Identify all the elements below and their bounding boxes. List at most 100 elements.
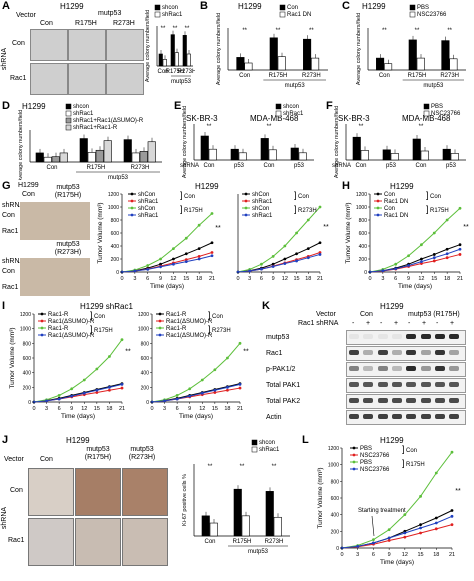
x-tick-label: 12 [402,552,408,558]
bar [95,149,104,163]
x-tick-label: 21 [317,276,323,282]
bar [360,150,369,161]
data-point [95,391,99,394]
legend-marker [352,453,356,457]
data-point [159,257,162,261]
col-r273h: mutp53 (R273H) [128,446,156,461]
data-point [295,252,298,256]
x-tick-label: 6 [58,406,61,412]
legend-entry: PBS [431,104,443,110]
y-tick-label: 1000 [20,327,31,333]
legend-swatch [423,110,430,117]
significance-mark: ** [415,28,420,34]
data-point [184,252,188,256]
shrna-mark: - [352,320,355,327]
significance-mark: ** [240,464,245,470]
legend-group-label: R175H [94,328,113,334]
chart-c: Con R175H R273H mutp53 Average colony number… [356,4,466,89]
legend-group-label: Con [184,194,195,200]
subtitle: SK-BR-3 [186,114,218,123]
x-tick-label: Con [46,165,57,171]
y-tick-label: 600 [23,356,32,362]
annotation-arrow [371,515,375,537]
legend-marker [130,192,134,196]
legend-swatch [409,11,416,18]
legend-swatch [65,117,72,124]
legend-group-label: R175H [406,462,425,468]
chart-g: 0 3 6 9 12 15 18 21 0 200 400 600 800 1000 1200 Time (d… [97,190,329,290]
legend-entry: Rac1 DN [384,199,408,205]
legend-entry: NSC23766 [417,12,447,18]
x-tick-label: 0 [340,552,343,558]
legend-group-label: Con [212,314,223,320]
blot-band [449,366,460,371]
legend-bracket: ] [180,190,183,200]
row-rac1: Rac1 [10,75,27,82]
legend-entry: Rac1-R [166,326,187,332]
legend-marker [40,319,44,323]
y-axis-label: Tumor Volume (mm³) [317,467,324,528]
legend-bracket: ] [90,310,93,320]
data-point [420,257,423,261]
blot-band [363,334,374,339]
legend-entry: shRac1 [138,199,159,205]
panel-l: L H1299 0 3 6 9 12 15 18 21 0 200 400 600 800 1000 120… [300,432,474,581]
data-point [434,521,438,525]
bar [233,488,242,537]
x-tick-label: R273H [178,69,195,75]
significance-mark: ** [161,26,166,32]
data-point [238,341,242,345]
legend-entry: shCon [138,192,155,198]
bar [174,52,179,67]
y-tick-label: 600 [141,356,150,362]
blot-band [391,414,402,419]
bar [238,152,247,161]
significance-mark: ** [215,225,221,232]
panel-label: L [302,434,309,446]
data-point [419,526,422,530]
data-point [407,254,410,258]
chart-l: 0 3 6 9 12 15 18 21 0 200 400 600 800 1000 1200 Time (d… [317,444,461,566]
data-point [120,338,124,342]
panel-label: A [2,0,10,12]
row-rac1: Rac1 [8,537,25,544]
data-point [82,378,86,382]
bar [236,57,245,71]
data-point [271,262,275,266]
data-point [213,368,217,372]
legend-marker [352,460,356,464]
legend-marker [376,199,380,203]
data-point [213,388,217,392]
legend-swatch [423,103,430,110]
significance-mark: ** [276,28,281,34]
series-line [33,383,123,403]
panel-label: I [2,300,6,312]
shrna-mark: + [394,320,399,327]
x-tick-label: 6 [146,276,149,282]
legend-entry: shRac1 [73,111,94,117]
legend-entry: shcon [259,440,275,446]
y-tick-label: 0 [336,546,339,552]
legend-marker [376,206,380,210]
photo-title: H1299 [18,182,39,189]
legend-entry: Rac1 DN [287,12,311,18]
bar [450,153,459,161]
blot-band [406,366,417,371]
bar [131,152,140,163]
data-point [108,385,111,389]
data-point [200,378,204,382]
bar [103,140,112,163]
bar [59,152,68,163]
blot-band [434,334,445,339]
data-point [70,387,74,391]
series-line [341,515,453,549]
data-point [381,269,385,273]
blot-label: p-PAK1/2 [266,366,296,373]
bar [311,57,320,71]
blot-band [449,334,460,339]
bar [269,37,278,71]
panel-i: I H1299 shRac1 0 3 6 9 12 15 18 21 0 200 400 600 800… [0,298,258,430]
x-tick-label: 12 [282,276,288,282]
blot-band [349,398,359,403]
data-point [45,399,48,403]
